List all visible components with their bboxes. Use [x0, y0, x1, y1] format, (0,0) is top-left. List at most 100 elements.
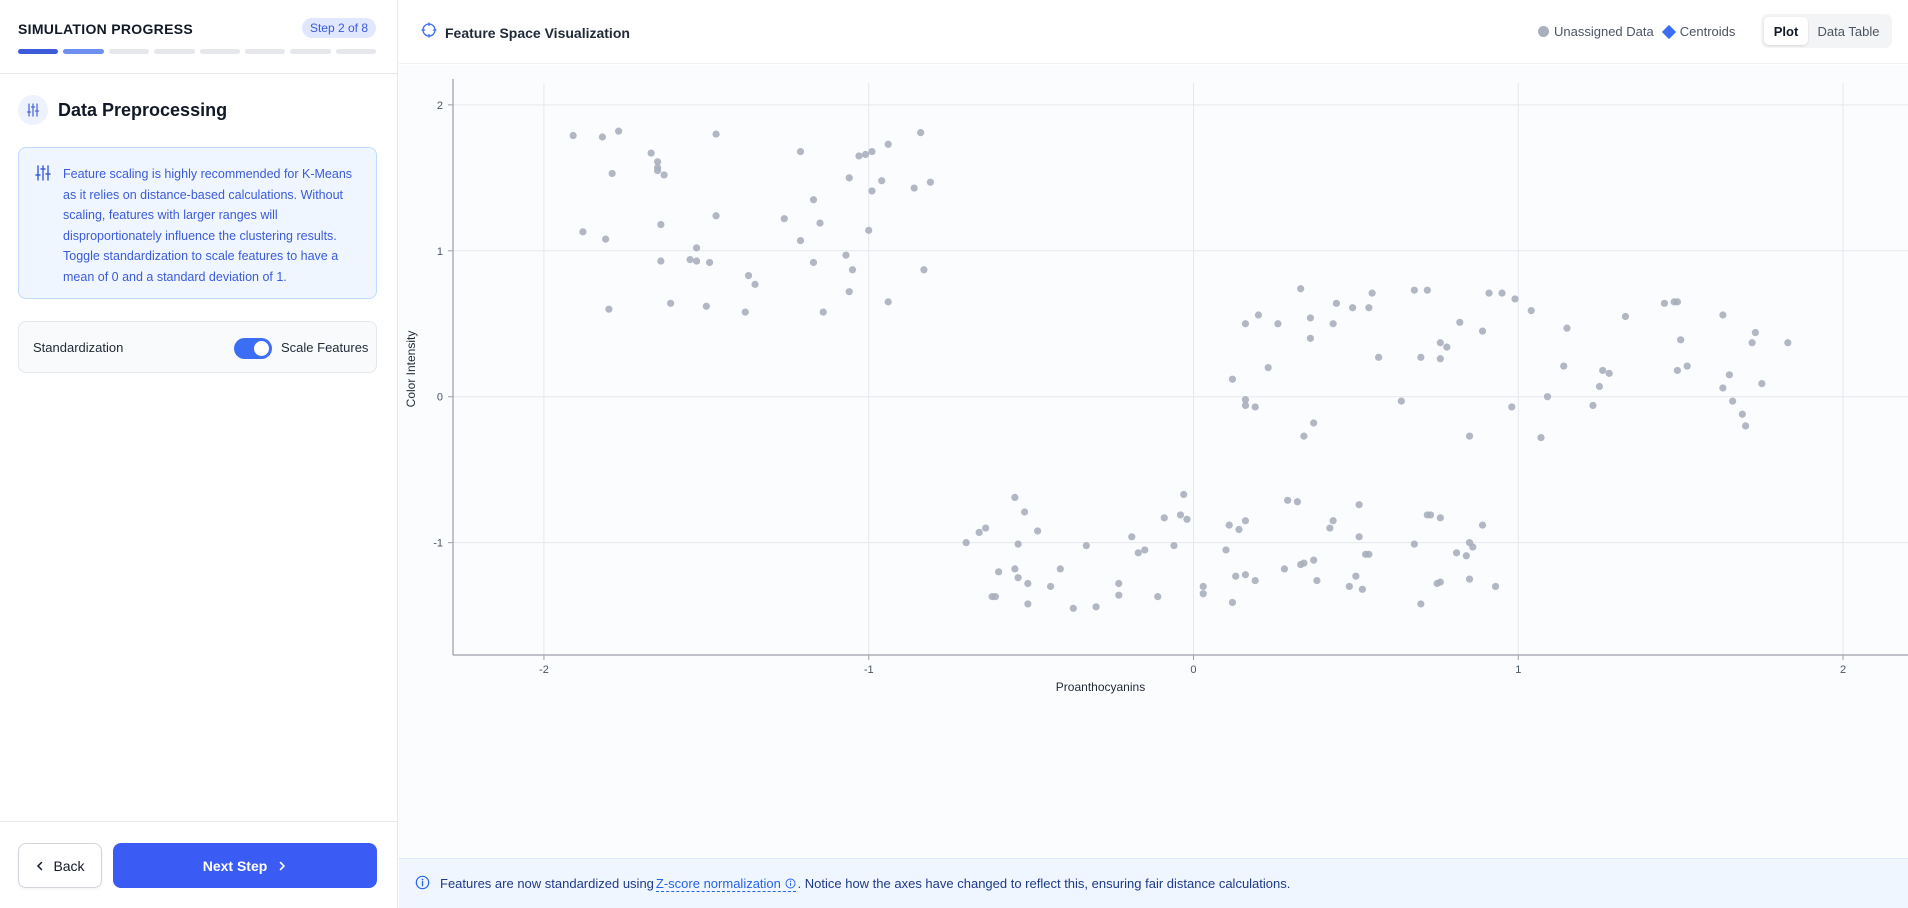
- data-point: [1478, 327, 1487, 335]
- data-point: [1677, 336, 1685, 344]
- data-point: [1599, 366, 1607, 375]
- data-point: [1456, 318, 1464, 326]
- data-point: [1725, 371, 1733, 379]
- data-point: [1232, 572, 1240, 580]
- data-point: [1141, 546, 1149, 554]
- data-point: [1300, 559, 1308, 567]
- data-point: [920, 266, 928, 274]
- data-point: [1310, 556, 1318, 564]
- data-point: [1436, 355, 1444, 363]
- data-point: [1014, 574, 1022, 582]
- data-point: [1115, 579, 1123, 588]
- data-point: [654, 166, 662, 175]
- data-point: [1345, 582, 1353, 591]
- crosshair-icon: [421, 22, 437, 43]
- next-step-button[interactable]: Next Step: [113, 843, 377, 888]
- tab-data-table[interactable]: Data Table: [1817, 23, 1880, 39]
- data-point: [1082, 541, 1090, 550]
- data-point: [926, 178, 935, 186]
- zscore-link[interactable]: Z-score normalization: [655, 875, 796, 892]
- data-point: [1235, 525, 1243, 534]
- data-point: [861, 150, 870, 159]
- data-point: [995, 568, 1003, 576]
- progress-segment: [244, 49, 286, 54]
- scale-features-toggle[interactable]: [234, 338, 272, 359]
- data-point: [598, 133, 606, 141]
- data-point: [1011, 565, 1019, 573]
- data-point: [1589, 401, 1597, 410]
- data-point: [1349, 304, 1357, 312]
- data-point: [657, 257, 665, 265]
- data-point: [816, 219, 824, 227]
- view-toggle: Plot Data Table: [1761, 14, 1892, 48]
- divider: [0, 73, 398, 74]
- data-point: [848, 266, 857, 274]
- divider: [0, 821, 398, 822]
- data-point: [1293, 498, 1302, 506]
- data-point: [1358, 585, 1366, 593]
- back-button[interactable]: Back: [18, 843, 102, 888]
- data-point: [1417, 600, 1425, 608]
- data-point: [1595, 382, 1604, 391]
- data-point: [1092, 603, 1100, 611]
- legend: Unassigned Data Centroids: [1538, 24, 1735, 39]
- legend-unassigned: Unassigned Data: [1554, 24, 1654, 39]
- data-point: [702, 302, 710, 310]
- centroid-diamond-icon: [1661, 24, 1676, 39]
- data-point: [1491, 582, 1500, 591]
- progress-segment: [18, 49, 59, 54]
- data-point: [1417, 353, 1425, 361]
- main-panel: Feature Space Visualization Unassigned D…: [399, 0, 1908, 908]
- data-point: [1225, 521, 1233, 529]
- data-point: [1443, 343, 1451, 351]
- data-point: [1465, 432, 1474, 440]
- zscore-link-label: Z-score normalization: [655, 875, 781, 891]
- x-tick-label: -2: [539, 664, 549, 676]
- info-icon: [415, 875, 430, 893]
- legend-centroids: Centroids: [1679, 24, 1736, 39]
- data-point: [962, 539, 970, 547]
- data-point: [1729, 397, 1737, 405]
- standardization-card: Standardization Scale Features: [18, 321, 377, 373]
- data-point: [1274, 320, 1282, 328]
- data-point: [845, 174, 853, 182]
- data-point: [855, 152, 863, 160]
- standardization-label: Standardization: [33, 340, 124, 355]
- data-point: [1069, 604, 1077, 612]
- data-point: [1228, 598, 1237, 607]
- data-point: [1673, 366, 1682, 375]
- chevron-left-icon: [35, 858, 45, 874]
- footer-note: Features are now standardized using Z-sc…: [399, 858, 1908, 908]
- data-point: [1355, 501, 1363, 509]
- step-badge: Step 2 of 8: [301, 18, 376, 38]
- sliders-icon: [35, 165, 51, 186]
- data-point: [1469, 543, 1477, 551]
- data-point: [1222, 546, 1230, 554]
- data-point: [796, 147, 805, 156]
- data-point: [1297, 285, 1305, 293]
- data-point: [910, 184, 918, 192]
- y-tick-label: 2: [437, 100, 443, 112]
- data-point: [1241, 517, 1250, 525]
- data-point: [1024, 579, 1032, 588]
- plot-area: -2 -1 0 1 2 -1 0 1 2 Proanthocyanins Color Intensi…: [399, 65, 1908, 858]
- data-point: [809, 196, 818, 204]
- data-point: [1436, 514, 1444, 522]
- data-point: [1365, 550, 1373, 558]
- data-point: [615, 127, 623, 135]
- data-point: [1128, 533, 1136, 541]
- data-point: [705, 258, 714, 267]
- progress-bar: [18, 49, 376, 55]
- data-point: [1160, 514, 1168, 522]
- y-axis-label: Color Intensity: [404, 331, 418, 408]
- back-label: Back: [53, 857, 85, 874]
- data-point: [647, 149, 655, 157]
- data-point: [1436, 578, 1444, 586]
- data-point: [1306, 334, 1315, 342]
- data-point: [1199, 582, 1207, 591]
- tab-plot[interactable]: Plot: [1764, 17, 1808, 45]
- data-point: [1329, 517, 1337, 525]
- x-tick-label: 2: [1840, 664, 1846, 676]
- data-point: [686, 255, 694, 264]
- data-point: [1748, 339, 1756, 347]
